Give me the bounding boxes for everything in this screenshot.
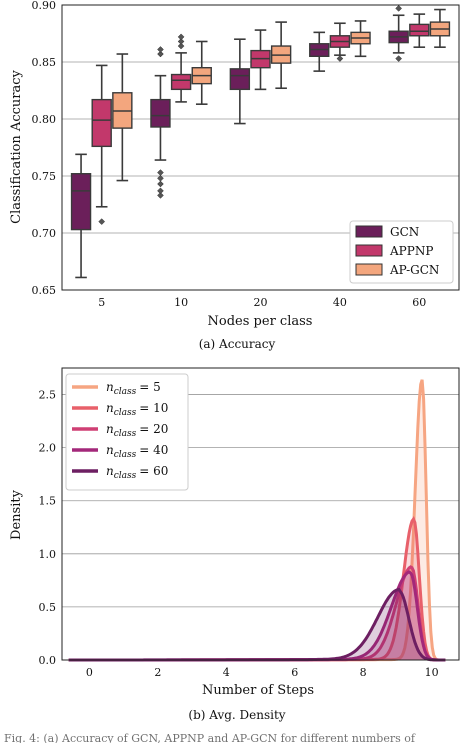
outlier-point	[157, 192, 164, 199]
y-axis-ticks: 0.65 0.70 0.75 0.80 0.85 0.90	[32, 0, 57, 297]
outlier-point	[177, 33, 185, 41]
x-tick-label: 5	[98, 296, 105, 309]
y-tick-label: 0.5	[39, 601, 57, 614]
legend-label: nclass = 40	[106, 443, 168, 460]
legend: nclass = 5 nclass = 10 nclass = 20 nclass = 40 n…	[65, 373, 189, 491]
box-appnp-40	[329, 22, 351, 62]
legend-label: GCN	[390, 225, 419, 239]
x-tick-label: 6	[291, 666, 298, 679]
y-tick-label: 1.0	[39, 548, 57, 561]
legend-label: AP-GCN	[389, 263, 439, 277]
y-tick-label: 0.0	[39, 654, 57, 667]
box-gcn-40	[309, 31, 330, 72]
x-tick-label: 8	[360, 666, 367, 679]
box-appnp-5	[91, 64, 112, 225]
density-area-n-class-40	[68, 571, 446, 660]
outlier-point	[98, 218, 106, 225]
legend-label: nclass = 60	[106, 464, 168, 481]
box-iqr	[229, 68, 251, 91]
y-axis-label: Classification Accuracy	[9, 70, 24, 224]
x-tick-label: 2	[154, 666, 161, 679]
box-iqr	[150, 98, 171, 128]
outlier-point	[157, 180, 164, 188]
box-ap-gcn-20	[270, 21, 292, 90]
box-plots	[70, 5, 451, 279]
footer-text: Fig. 4: (a) Accuracy of GCN, APPNP and A…	[4, 732, 416, 743]
outlier-point	[157, 50, 164, 58]
caption-accuracy: (a) Accuracy	[199, 337, 276, 351]
x-axis-label: Nodes per class	[208, 314, 313, 329]
x-axis-label: Number of Steps	[202, 683, 314, 698]
y-axis-ticks: 0.0 0.5 1.0 1.5 2.0 2.5	[39, 389, 57, 667]
y-axis-label: Density	[9, 489, 24, 540]
legend-label: APPNP	[389, 244, 433, 258]
x-tick-label: 20	[254, 296, 268, 309]
outlier-point	[395, 5, 403, 12]
x-tick-label: 10	[425, 666, 439, 679]
legend-label: nclass = 20	[106, 422, 168, 439]
density-area-n-class-60	[68, 589, 446, 660]
outlier-point	[177, 38, 185, 45]
plot-frame	[61, 367, 460, 661]
y-tick-label: 1.5	[39, 495, 57, 508]
outlier-point	[177, 42, 185, 50]
outlier-point	[157, 187, 164, 195]
y-tick-label: 2.0	[39, 442, 57, 455]
box-appnp-20	[250, 29, 271, 91]
x-tick-label: 40	[333, 296, 347, 309]
legend-swatch	[355, 244, 383, 257]
plot-frame	[61, 4, 460, 291]
box-appnp-60	[409, 13, 430, 48]
outlier-point	[336, 55, 344, 62]
box-gcn-60	[388, 5, 409, 62]
box-appnp-10	[170, 33, 192, 103]
box-gcn-5	[70, 153, 92, 279]
x-axis-ticks: 5 10 20 40 60	[98, 296, 426, 309]
legend-label: nclass = 10	[106, 401, 168, 418]
caption-density: (b) Avg. Density	[188, 708, 285, 722]
legend-swatch	[355, 225, 383, 238]
accuracy-boxplot-chart: 0.65 0.70 0.75 0.80 0.85 0.90 5 10 20 40 60 Class…	[9, 0, 460, 351]
box-ap-gcn-60	[429, 8, 451, 48]
box-iqr	[409, 23, 430, 37]
x-axis-ticks: 0 2 4 6 8 10	[86, 666, 439, 679]
density-area-n-class-10	[68, 519, 446, 660]
outlier-point	[395, 55, 403, 62]
y-tick-label: 0.70	[32, 227, 57, 240]
legend: GCN APPNP AP-GCN	[349, 220, 454, 284]
y-tick-label: 0.65	[32, 284, 57, 297]
box-ap-gcn-40	[350, 20, 371, 58]
box-gcn-20	[229, 38, 251, 125]
outlier-point	[157, 46, 164, 53]
density-area-n-class-20	[68, 566, 446, 660]
legend-frame	[65, 373, 189, 491]
x-tick-label: 60	[412, 296, 426, 309]
box-ap-gcn-5	[112, 53, 133, 182]
y-tick-label: 0.90	[32, 0, 57, 12]
y-tick-label: 2.5	[39, 389, 57, 402]
outlier-point	[157, 174, 164, 182]
x-tick-label: 4	[223, 666, 230, 679]
x-tick-label: 0	[86, 666, 93, 679]
box-ap-gcn-10	[191, 40, 212, 105]
outlier-point	[157, 169, 164, 176]
legend-swatch	[355, 263, 383, 276]
y-tick-label: 0.75	[32, 170, 57, 183]
density-kde-chart: 0.0 0.5 1.0 1.5 2.0 2.5 0 2 4 6 8 10 Density Numbe…	[4, 367, 460, 743]
box-iqr	[91, 98, 112, 148]
x-tick-label: 10	[174, 296, 188, 309]
y-tick-label: 0.80	[32, 113, 57, 126]
box-iqr	[70, 173, 92, 231]
box-iqr	[170, 73, 192, 91]
y-tick-label: 0.85	[32, 56, 57, 69]
legend-label: nclass = 5	[106, 380, 161, 397]
box-gcn-10	[150, 46, 171, 199]
